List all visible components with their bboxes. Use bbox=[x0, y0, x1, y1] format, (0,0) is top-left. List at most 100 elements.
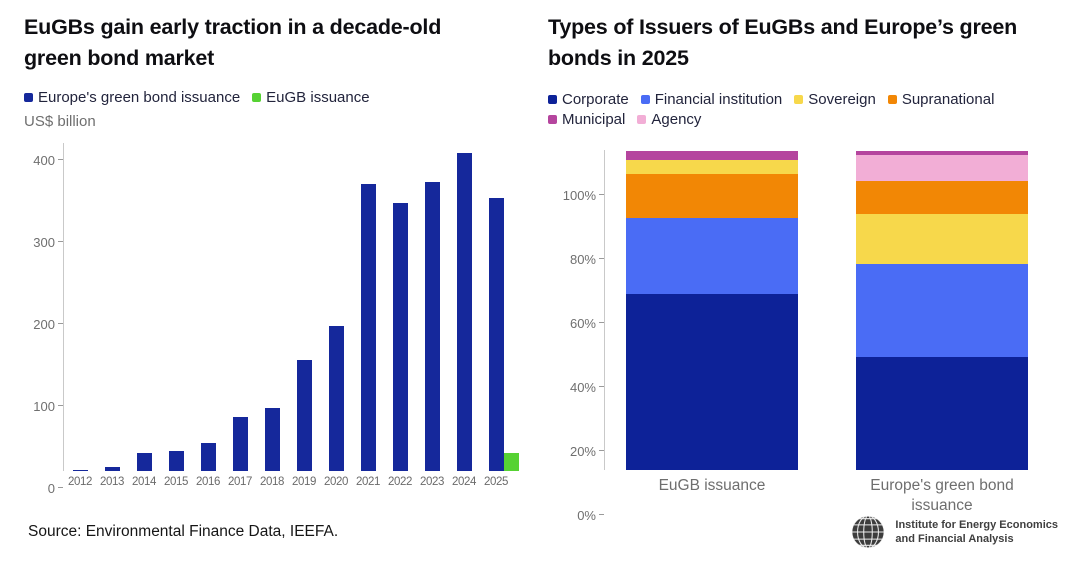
y-axis-tick-label: 400 bbox=[33, 153, 55, 169]
bar-green-bond-2013 bbox=[104, 466, 120, 472]
x-axis-label-2024: 2024 bbox=[452, 476, 476, 489]
legend-item-supranational: Supranational bbox=[887, 91, 995, 109]
stack-eugb-issuance bbox=[626, 150, 798, 471]
bar-green-bond-2018 bbox=[264, 407, 280, 472]
bar-green-bond-2021 bbox=[360, 183, 376, 472]
bar-green-bond-2024 bbox=[456, 152, 472, 472]
logo-text-line1: Institute for Energy Economics bbox=[895, 518, 1058, 531]
y-axis-tick-label: 80% bbox=[569, 252, 596, 268]
bar-group-2015 bbox=[160, 143, 192, 472]
bar-group-2021 bbox=[352, 143, 384, 472]
segment-sovereign bbox=[626, 160, 798, 175]
y-axis-tick-label: 100% bbox=[562, 188, 596, 204]
y-axis-tick-mark bbox=[58, 241, 63, 243]
segment-supranational bbox=[856, 180, 1028, 215]
bar-group-2023 bbox=[416, 143, 448, 472]
legend-swatch bbox=[548, 95, 557, 105]
y-axis-tick-mark bbox=[599, 322, 604, 324]
legend-label: Supranational bbox=[901, 91, 995, 109]
legend-label: Financial institution bbox=[654, 91, 783, 109]
logo-text: Institute for Energy Economics and Finan… bbox=[895, 518, 1058, 547]
bar-green-bond-2019 bbox=[296, 359, 312, 472]
y-axis-tick-label: 40% bbox=[569, 380, 596, 396]
right-chart: Types of Issuers of EuGBs and Europe’s g… bbox=[540, 0, 1080, 523]
legend-label: Europe's green bond issuance bbox=[38, 89, 241, 107]
logo-text-line2: and Financial Analysis bbox=[895, 533, 1014, 545]
legend-swatch bbox=[887, 95, 897, 105]
left-chart-bars bbox=[63, 143, 519, 472]
bar-group-2013 bbox=[96, 143, 128, 472]
legend-label: Corporate bbox=[562, 91, 629, 109]
ieefa-logo: Institute for Energy Economics and Finan… bbox=[849, 513, 1058, 551]
y-axis-tick-mark bbox=[58, 487, 63, 489]
y-axis-tick-mark bbox=[599, 386, 604, 388]
segment-municipal bbox=[626, 150, 798, 161]
bar-green-bond-2012 bbox=[72, 469, 88, 472]
left-chart-legend: Europe's green bond issuance EuGB issuanc… bbox=[24, 89, 494, 106]
bar-green-bond-2016 bbox=[200, 442, 216, 472]
legend-item-eugb-issuance: EuGB issuance bbox=[252, 89, 370, 107]
legend-item-corporate: Corporate bbox=[548, 91, 629, 108]
y-axis-tick-mark bbox=[599, 258, 604, 260]
bar-green-bond-2020 bbox=[328, 326, 344, 472]
segment-corporate bbox=[856, 356, 1028, 471]
y-axis-tick-label: 300 bbox=[33, 235, 55, 251]
segment-financial-institution bbox=[626, 217, 798, 295]
x-axis-label-2023: 2023 bbox=[420, 476, 444, 489]
segment-agency bbox=[856, 155, 1028, 181]
bar-group-2017 bbox=[224, 143, 256, 472]
bar-group-2024 bbox=[448, 143, 480, 472]
x-axis-label-2022: 2022 bbox=[388, 476, 412, 489]
x-axis-label-2021: 2021 bbox=[356, 476, 380, 489]
bar-group-2016 bbox=[192, 143, 224, 472]
bar-group-2014 bbox=[128, 143, 160, 472]
legend-swatch bbox=[637, 115, 647, 125]
bar-group-2022 bbox=[384, 143, 416, 472]
segment-corporate bbox=[626, 294, 798, 471]
y-axis-tick-mark bbox=[599, 194, 604, 196]
y-axis-tick-label: 200 bbox=[33, 317, 55, 333]
x-axis-label-2018: 2018 bbox=[260, 476, 284, 489]
y-axis-tick-mark bbox=[599, 450, 604, 452]
legend-item-municipal: Municipal bbox=[548, 111, 625, 128]
bar-green-bond-2017 bbox=[232, 416, 248, 472]
legend-item-agency: Agency bbox=[637, 111, 701, 128]
bar-green-bond-2022 bbox=[392, 202, 408, 472]
x-axis-label-2017: 2017 bbox=[228, 476, 252, 489]
legend-label: EuGB issuance bbox=[266, 89, 370, 107]
y-axis-tick-label: 60% bbox=[569, 316, 596, 332]
legend-label: Agency bbox=[651, 111, 702, 129]
segment-financial-institution bbox=[856, 264, 1028, 357]
bar-eugb-2025 bbox=[503, 453, 519, 472]
right-chart-title: Types of Issuers of EuGBs and Europe’s g… bbox=[548, 15, 1018, 70]
legend-swatch bbox=[640, 95, 650, 105]
bar-green-bond-2023 bbox=[424, 182, 440, 472]
y-axis-tick-label: 0 bbox=[47, 481, 55, 497]
y-axis-tick-mark bbox=[58, 323, 63, 325]
y-axis-tick-mark bbox=[58, 405, 63, 407]
stack-europe-s-green-bond-issuance bbox=[856, 150, 1028, 471]
y-axis-line bbox=[63, 143, 64, 472]
legend-swatch bbox=[548, 115, 557, 125]
x-axis-label-2014: 2014 bbox=[132, 476, 156, 489]
segment-sovereign bbox=[856, 214, 1028, 265]
charts-row: EuGBs gain early traction in a decade-ol… bbox=[24, 0, 1080, 523]
y-axis-unit-label: US$ billion bbox=[24, 113, 96, 131]
left-chart-title: EuGBs gain early traction in a decade-ol… bbox=[24, 15, 442, 70]
left-chart-plot: 0 100 200 300 400 2012 2013 2014 2015 2016 2017 20… bbox=[33, 143, 519, 496]
y-axis-tick-label: 20% bbox=[569, 444, 596, 460]
legend-label: Sovereign bbox=[808, 91, 876, 109]
legend-item-financial-institution: Financial institution bbox=[640, 91, 783, 109]
bar-group-2012 bbox=[64, 143, 96, 472]
globe-icon bbox=[851, 515, 886, 549]
bar-group-2025 bbox=[480, 143, 519, 472]
right-chart-bars: EuGB issuance Europe's green bond issuanc… bbox=[604, 150, 1056, 515]
legend-swatch bbox=[24, 93, 33, 103]
category-label: EuGB issuance bbox=[658, 477, 766, 495]
x-axis-label-2013: 2013 bbox=[100, 476, 124, 489]
bar-group-2019 bbox=[288, 143, 320, 472]
y-axis-line bbox=[604, 150, 605, 471]
right-chart-legend: Corporate Financial institution Sovereign S… bbox=[548, 91, 1056, 128]
x-axis-label-2016: 2016 bbox=[196, 476, 220, 489]
x-axis-label-2012: 2012 bbox=[68, 476, 92, 489]
